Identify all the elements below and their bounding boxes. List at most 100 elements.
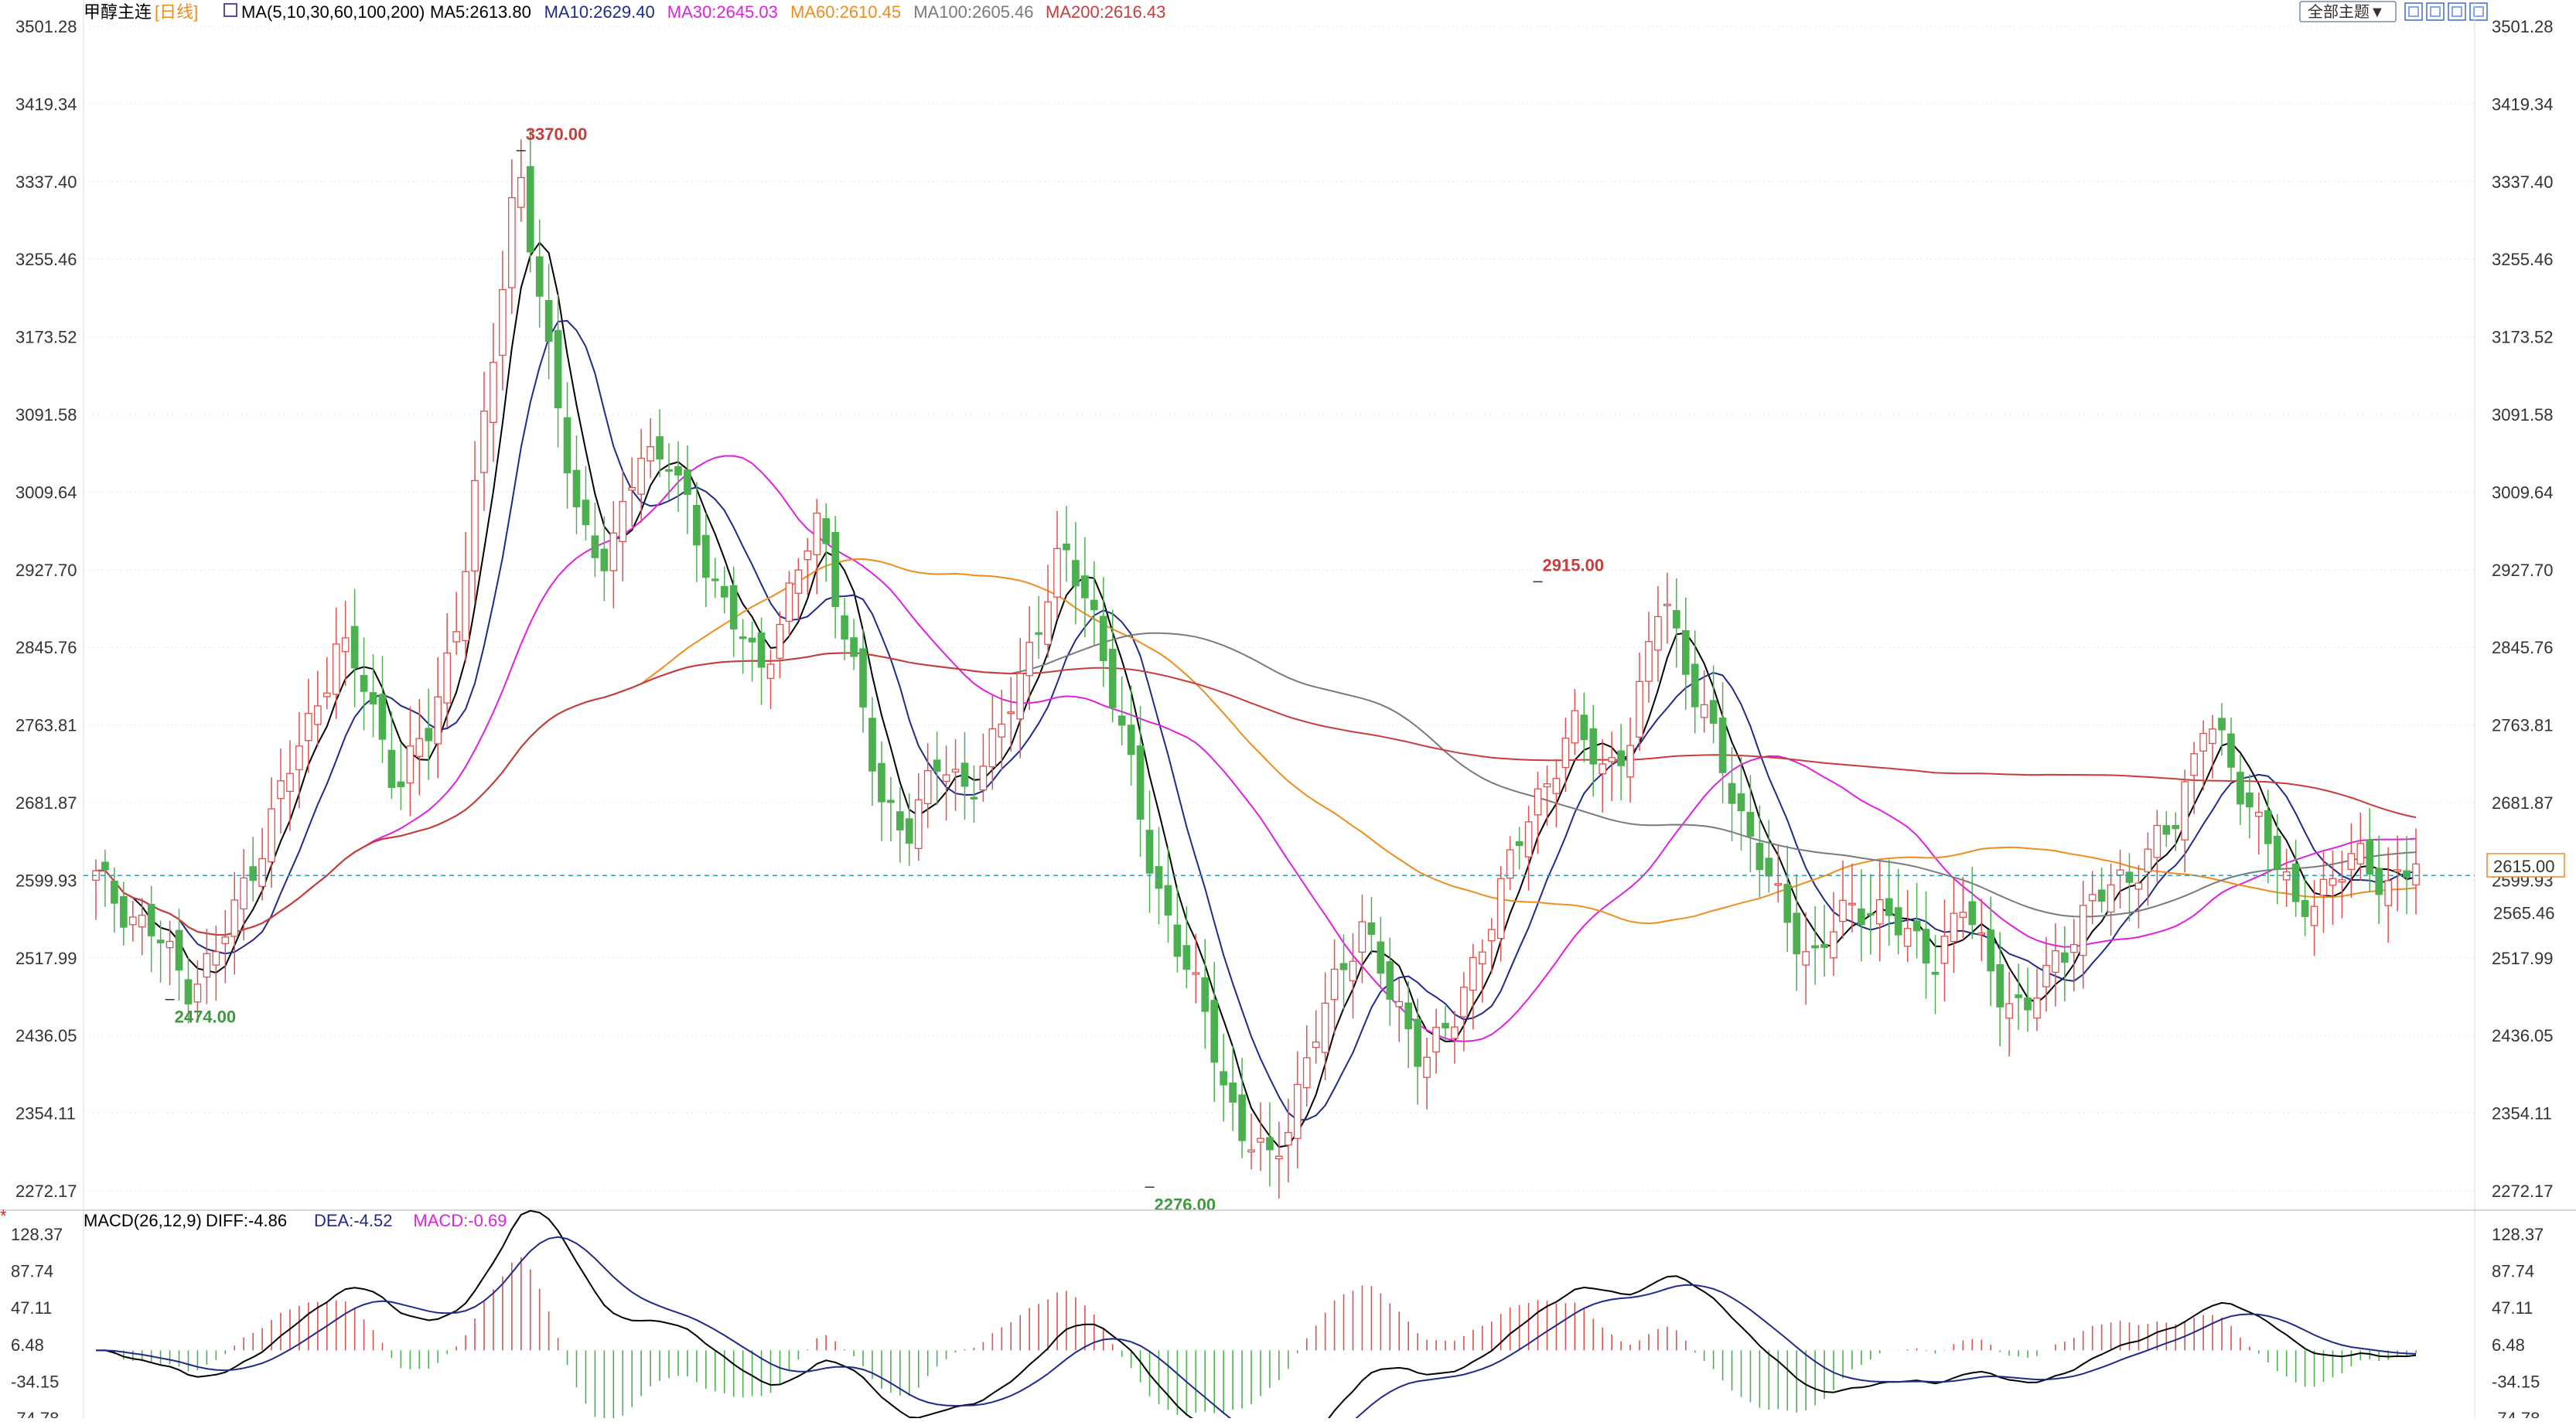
- candle-180[interactable]: [1755, 805, 1764, 898]
- candle-59[interactable]: [637, 428, 646, 523]
- candle-154[interactable]: [1515, 827, 1523, 870]
- candle-27[interactable]: [341, 601, 350, 686]
- candle-52[interactable]: [572, 435, 581, 534]
- candle-179[interactable]: [1746, 775, 1755, 873]
- candle-223[interactable]: [2153, 810, 2161, 882]
- candle-172[interactable]: [1681, 597, 1690, 710]
- candle-206[interactable]: [1996, 932, 2005, 1047]
- candle-141[interactable]: [1395, 978, 1404, 1042]
- candle-85[interactable]: [878, 741, 885, 841]
- candle-0[interactable]: [92, 859, 100, 920]
- candle-49[interactable]: [544, 264, 553, 380]
- candle-100[interactable]: [1016, 638, 1025, 759]
- candle-209[interactable]: [2024, 967, 2032, 1032]
- candle-121[interactable]: [1210, 962, 1219, 1103]
- candle-238[interactable]: [2291, 839, 2300, 917]
- candle-11[interactable]: [193, 960, 202, 1018]
- candle-151[interactable]: [1487, 918, 1496, 974]
- candle-234[interactable]: [2254, 792, 2263, 855]
- candle-176[interactable]: [1718, 682, 1727, 803]
- candle-165[interactable]: [1617, 724, 1625, 801]
- candle-152[interactable]: [1496, 866, 1505, 962]
- candle-10[interactable]: [184, 957, 193, 1024]
- candle-136[interactable]: [1349, 933, 1357, 1019]
- candle-92[interactable]: [942, 745, 950, 821]
- candle-40[interactable]: [462, 531, 469, 663]
- candle-181[interactable]: [1765, 820, 1773, 893]
- candle-147[interactable]: [1451, 1011, 1459, 1064]
- theme-button[interactable]: [2299, 1, 2397, 22]
- candle-105[interactable]: [1063, 506, 1070, 582]
- candle-5[interactable]: [138, 898, 146, 956]
- candle-102[interactable]: [1035, 595, 1042, 659]
- candle-58[interactable]: [628, 457, 636, 527]
- candle-127[interactable]: [1266, 1102, 1274, 1187]
- candle-197[interactable]: [1912, 882, 1921, 959]
- candle-170[interactable]: [1663, 572, 1671, 644]
- candle-25[interactable]: [322, 656, 331, 710]
- candle-207[interactable]: [2005, 971, 2013, 1057]
- indicator-icon[interactable]: [223, 3, 237, 17]
- candle-221[interactable]: [2134, 864, 2143, 929]
- candle-116[interactable]: [1164, 846, 1172, 943]
- candle-218[interactable]: [2107, 863, 2115, 936]
- candle-240[interactable]: [2310, 880, 2318, 957]
- candle-93[interactable]: [951, 738, 960, 811]
- candle-18[interactable]: [258, 827, 266, 901]
- candle-190[interactable]: [1848, 863, 1856, 933]
- candle-192[interactable]: [1866, 874, 1875, 955]
- candle-131[interactable]: [1302, 1025, 1311, 1107]
- candle-48[interactable]: [535, 219, 544, 328]
- candle-76[interactable]: [794, 558, 803, 620]
- candle-84[interactable]: [868, 697, 876, 806]
- candle-219[interactable]: [2116, 849, 2124, 909]
- candle-146[interactable]: [1442, 1006, 1449, 1042]
- candle-243[interactable]: [2338, 850, 2346, 919]
- candle-140[interactable]: [1386, 937, 1394, 1026]
- candle-235[interactable]: [2264, 789, 2272, 884]
- candle-245[interactable]: [2356, 812, 2365, 882]
- candle-71[interactable]: [748, 621, 756, 682]
- candle-82[interactable]: [850, 619, 858, 670]
- candle-163[interactable]: [1598, 738, 1607, 813]
- candle-35[interactable]: [415, 698, 424, 796]
- candle-16[interactable]: [240, 849, 248, 941]
- candle-130[interactable]: [1293, 1051, 1302, 1169]
- candle-2[interactable]: [111, 867, 118, 933]
- expand-icon[interactable]: [2404, 2, 2423, 21]
- candle-89[interactable]: [914, 773, 923, 861]
- candle-168[interactable]: [1645, 612, 1653, 703]
- candle-249[interactable]: [2393, 835, 2401, 912]
- candle-139[interactable]: [1377, 916, 1385, 988]
- candle-232[interactable]: [2237, 754, 2244, 826]
- candle-98[interactable]: [998, 690, 1006, 770]
- candle-50[interactable]: [554, 294, 562, 448]
- candle-173[interactable]: [1691, 630, 1699, 734]
- candle-120[interactable]: [1201, 939, 1210, 1049]
- candle-196[interactable]: [1903, 889, 1912, 963]
- candle-229[interactable]: [2209, 714, 2216, 779]
- candle-6[interactable]: [147, 885, 155, 973]
- candle-73[interactable]: [766, 650, 775, 710]
- candle-8[interactable]: [165, 920, 174, 986]
- candle-220[interactable]: [2125, 853, 2134, 922]
- candle-241[interactable]: [2319, 851, 2328, 933]
- candle-227[interactable]: [2190, 742, 2199, 814]
- candle-56[interactable]: [609, 500, 618, 609]
- candle-45[interactable]: [508, 159, 516, 314]
- candle-15[interactable]: [230, 871, 239, 975]
- candle-110[interactable]: [1108, 609, 1117, 723]
- candle-21[interactable]: [286, 740, 294, 831]
- candle-41[interactable]: [471, 441, 479, 604]
- candle-44[interactable]: [499, 251, 507, 390]
- candle-3[interactable]: [119, 882, 128, 946]
- candle-114[interactable]: [1145, 790, 1154, 913]
- candle-158[interactable]: [1552, 759, 1561, 828]
- candle-118[interactable]: [1182, 906, 1191, 989]
- candle-155[interactable]: [1524, 806, 1533, 891]
- candle-186[interactable]: [1811, 905, 1819, 985]
- candle-106[interactable]: [1072, 522, 1080, 625]
- candle-214[interactable]: [2069, 919, 2078, 991]
- candle-37[interactable]: [434, 656, 442, 779]
